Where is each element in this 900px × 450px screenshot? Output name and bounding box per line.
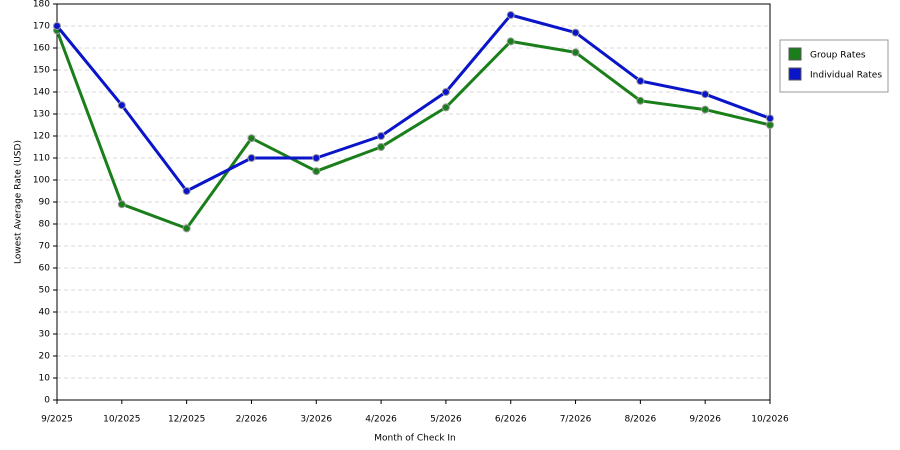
series-line	[55, 13, 771, 193]
y-tick-label: 160	[33, 44, 50, 54]
data-point	[571, 28, 580, 37]
data-point	[441, 88, 450, 96]
y-tick-label: 20	[39, 352, 51, 362]
y-tick-label: 10	[39, 374, 51, 384]
y-tick-label: 70	[39, 242, 51, 252]
data-point	[766, 114, 774, 123]
y-tick-label: 150	[33, 66, 50, 76]
x-tick-label: 4/2026	[365, 415, 397, 425]
plot-border	[56, 3, 771, 401]
data-point	[506, 37, 515, 46]
y-axis-label: Lowest Average Rate (USD)	[14, 140, 24, 264]
y-tick-label: 30	[39, 330, 51, 340]
data-point	[701, 105, 710, 114]
data-point	[182, 224, 191, 233]
data-point	[53, 22, 61, 30]
x-tick-label: 12/2025	[168, 415, 205, 425]
data-point	[766, 121, 774, 129]
x-tick-label: 9/2026	[689, 415, 721, 425]
y-tick-label: 120	[33, 132, 50, 142]
x-tick-label: 8/2026	[625, 415, 657, 425]
data-point	[117, 200, 126, 209]
data-point	[247, 134, 256, 143]
y-tick-label: 60	[39, 264, 51, 274]
y-tick-label: 40	[39, 308, 51, 318]
data-point	[506, 11, 515, 19]
legend-swatch	[788, 67, 802, 81]
x-tick-label: 10/2026	[751, 415, 789, 425]
x-tick-label: 7/2026	[560, 415, 592, 425]
y-tick-label: 50	[39, 286, 51, 296]
data-point	[636, 96, 645, 105]
y-tick-label: 130	[33, 110, 50, 120]
x-tick-label: 2/2026	[236, 415, 268, 425]
data-point	[117, 101, 126, 110]
data-point	[571, 48, 580, 57]
y-tick-label: 170	[33, 22, 50, 32]
x-tick-label: 6/2026	[495, 415, 527, 425]
x-tick-label: 10/2025	[103, 415, 140, 425]
data-point	[377, 143, 386, 151]
y-tick-label: 140	[33, 88, 50, 98]
data-point	[377, 132, 386, 140]
y-tick-label: 90	[39, 198, 51, 208]
data-point	[636, 77, 645, 85]
data-point	[701, 90, 710, 99]
y-tick-label: 100	[33, 176, 50, 186]
data-point	[312, 167, 321, 176]
x-axis-label: Month of Check In	[374, 434, 456, 444]
y-tick-label: 0	[44, 396, 50, 406]
x-tick-label: 5/2026	[430, 415, 462, 425]
data-point	[182, 187, 191, 195]
series-line	[55, 29, 771, 230]
y-tick-label: 110	[33, 154, 50, 164]
y-tick-label: 180	[33, 0, 50, 10]
legend-label: Group Rates	[810, 51, 866, 61]
x-tick-label: 9/2025	[41, 415, 73, 425]
x-tick-label: 3/2026	[300, 415, 332, 425]
y-tick-label: 80	[39, 220, 51, 230]
data-point	[247, 154, 256, 162]
legend-swatch	[788, 47, 802, 61]
legend-label: Individual Rates	[810, 71, 882, 81]
data-point	[312, 154, 321, 162]
data-point	[441, 103, 450, 112]
